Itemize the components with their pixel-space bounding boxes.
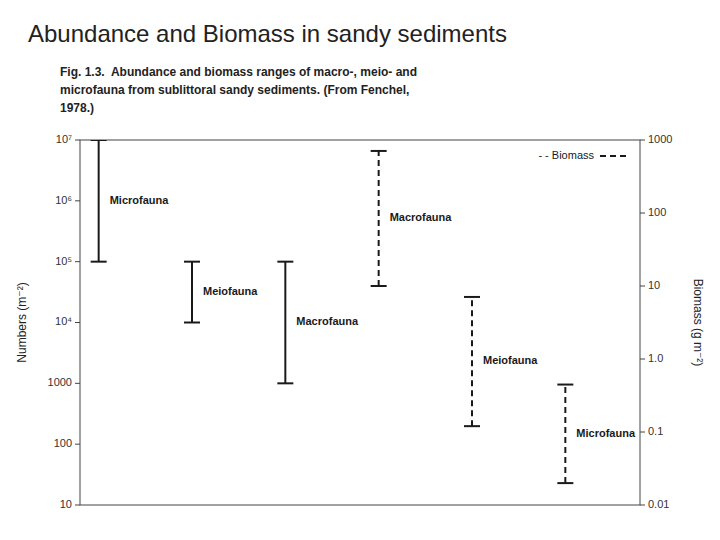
tick [640,213,645,214]
plot-frame [80,140,640,505]
tick [640,432,645,433]
plot-frame [80,140,640,505]
range-bar [564,385,566,484]
tick [75,200,80,201]
range-bar [98,140,100,262]
bar-label: Macrofauna [296,315,359,327]
legend-swatch [600,155,628,157]
y-axis: 10 100 1000 10⁴ 10⁵ 10⁶ 10⁷ [48,133,80,510]
tick [640,505,645,506]
bar-label: Microfauna [110,194,170,206]
range-cap [277,261,293,263]
legend: - - Biomass [538,149,628,161]
bar-labels: Microfauna Meiofauna Macrofauna Macrofauna M… [110,194,636,439]
tick-label: 0.1 [648,425,663,437]
tick [75,261,80,262]
range-cap [464,425,480,427]
tick-label: 100 [54,437,72,449]
chart: Abundance and Biomass in sandy sediments… [0,0,720,540]
bar-label: Microfauna [576,427,636,439]
tick-label: 10⁶ [55,194,72,206]
tick-label: 10 [60,498,72,510]
tick-label: 10⁵ [55,255,72,267]
tick-label: 1000 [648,133,672,145]
subtitle: Fig. 1.3. Abundance and biomass ranges o… [60,65,417,79]
range-cap [184,322,200,324]
tick [640,140,645,141]
range-cap [91,261,107,263]
tick [640,359,645,360]
tick [75,505,80,506]
tick-label: 1.0 [648,352,663,364]
title: Abundance and Biomass in sandy sediments [28,20,507,47]
range-cap [557,384,573,386]
range-bar [378,151,380,286]
marks [91,140,574,483]
tick-label: 10 [648,279,660,291]
range-bar [191,262,193,323]
range-cap [371,150,387,152]
range-cap [277,382,293,384]
range-bar [284,262,286,384]
y2-axis: 0.01 0.1 1.0 10 100 1000 [640,133,672,510]
range-cap [91,140,107,141]
tick-label: 100 [648,206,666,218]
y-axis-label: Numbers (m⁻²) [15,282,29,362]
tick [75,444,80,445]
tick-label: 10⁷ [56,133,72,145]
subtitle: microfauna from sublittoral sandy sedime… [60,83,409,97]
tick-label: 10⁴ [55,315,72,327]
bar-label: Macrofauna [390,211,453,223]
range-cap [464,296,480,298]
range-bar [471,297,473,426]
legend-label: - - Biomass [538,149,594,161]
tick [75,383,80,384]
tick [640,286,645,287]
y2-axis-label: Biomass (g m⁻²) [691,279,705,367]
tick [75,322,80,323]
tick-label: 0.01 [648,498,669,510]
range-cap [184,261,200,263]
bar-label: Meiofauna [203,285,258,297]
bar-label: Meiofauna [483,354,538,366]
range-cap [557,482,573,484]
range-cap [371,285,387,287]
subtitle: 1978.) [60,101,94,115]
tick [75,140,80,141]
tick-label: 1000 [48,376,72,388]
